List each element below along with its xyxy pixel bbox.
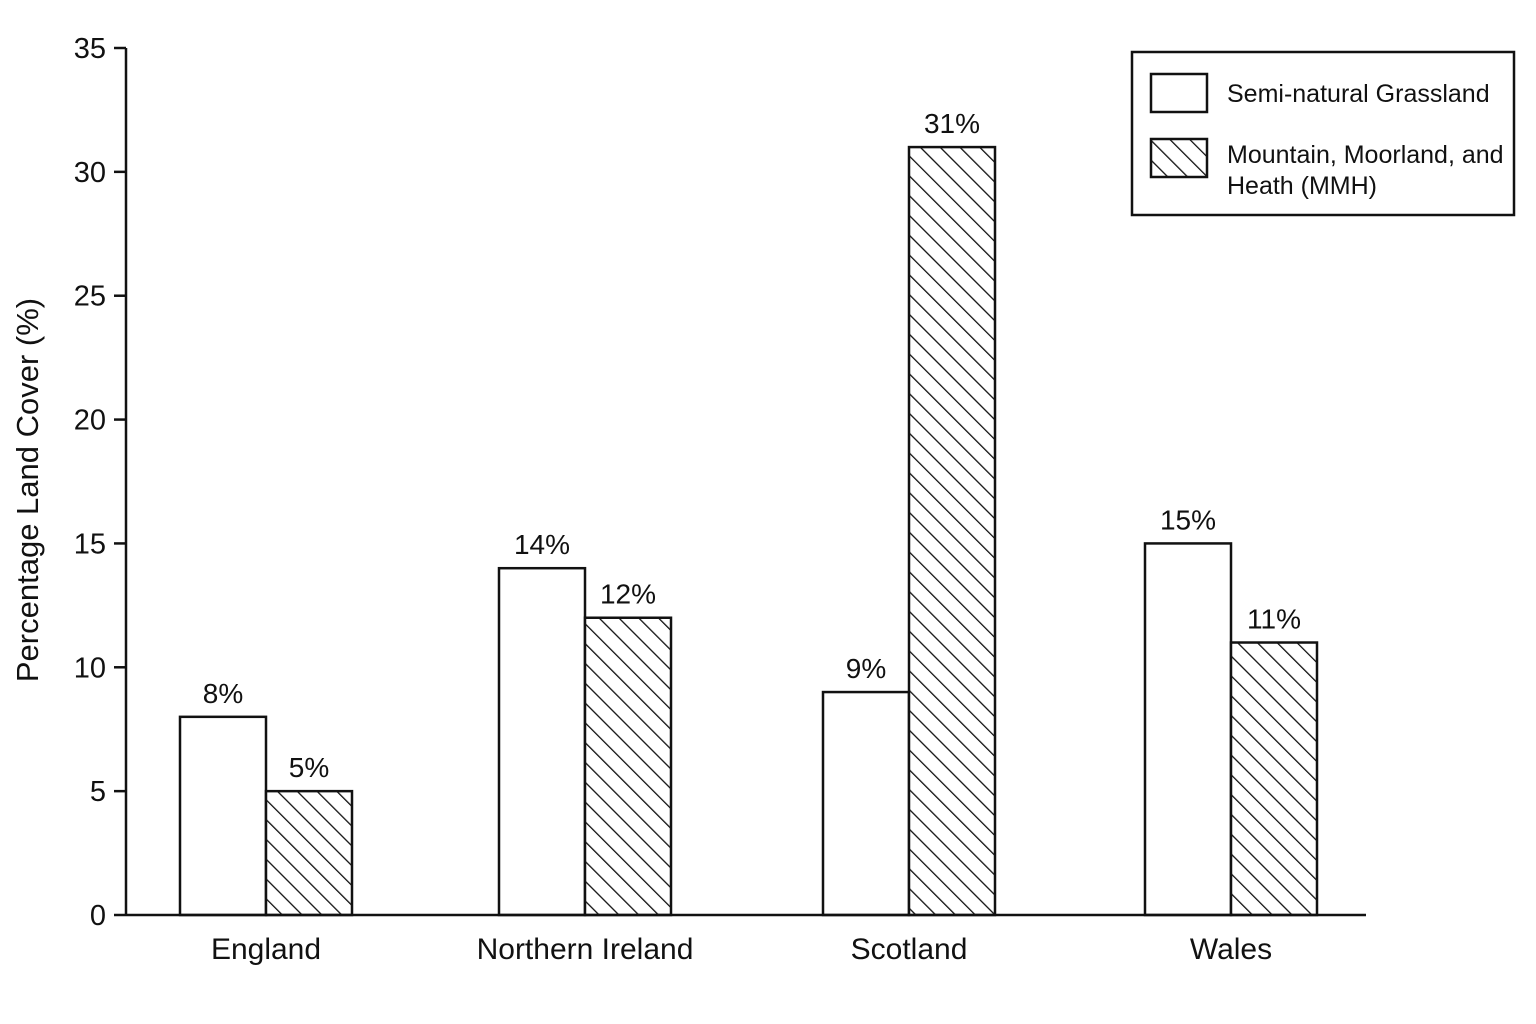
x-category-labels: England Northern Ireland Scotland Wales xyxy=(211,933,1272,966)
legend-label-mmh-line: Mountain, Moorland, and xyxy=(1227,141,1504,169)
data-label: 11% xyxy=(1247,604,1301,635)
y-tick-label: 30 xyxy=(74,157,106,189)
x-category-label: Scotland xyxy=(851,933,968,966)
y-tick-label: 35 xyxy=(74,33,106,65)
y-tick-label: 0 xyxy=(90,900,106,932)
y-tick-label: 25 xyxy=(74,281,106,313)
x-category-label: England xyxy=(211,933,321,966)
legend-items: Semi-natural Grassland Mountain, Moorland… xyxy=(1149,72,1504,200)
legend-box xyxy=(1130,50,1516,217)
y-ticks: 0 5 10 15 20 25 30 35 xyxy=(74,33,126,932)
y-axis: 0 5 10 15 20 25 30 35 xyxy=(74,33,128,932)
y-tick-label: 10 xyxy=(74,652,106,684)
x-category-label: Wales xyxy=(1190,933,1272,966)
x-axis: England Northern Ireland Scotland Wales xyxy=(126,913,1366,966)
data-label: 15% xyxy=(1160,504,1216,535)
y-tick-label: 15 xyxy=(74,528,106,560)
y-axis-title: Percentage Land Cover (%) xyxy=(10,298,45,682)
bar-mmh-england xyxy=(264,789,354,917)
legend-swatch-semi-natural-grassland xyxy=(1149,72,1209,114)
bar-semi-natural-grassland-england xyxy=(178,715,268,917)
bar-mmh-wales xyxy=(1229,641,1319,917)
bar-semi-natural-grassland-scotland xyxy=(821,690,911,917)
bar-semi-natural-grassland-wales xyxy=(1143,542,1233,917)
data-labels-layer: 8% 5% 14% 12% 9% 31% 15% 11% xyxy=(203,108,1301,783)
x-category-label: Northern Ireland xyxy=(477,933,694,966)
data-label: 14% xyxy=(514,529,570,560)
bars-layer xyxy=(178,145,1319,917)
y-tick-label: 20 xyxy=(74,405,106,437)
data-label: 5% xyxy=(289,752,329,783)
legend-label-semi-natural-grassland: Semi-natural Grassland xyxy=(1227,80,1490,108)
legend-label-mmh-line: Heath (MMH) xyxy=(1227,172,1377,200)
data-label: 31% xyxy=(924,108,980,139)
bar-mmh-scotland xyxy=(907,145,997,917)
legend: Semi-natural Grassland Mountain, Moorland… xyxy=(1130,50,1516,217)
y-tick-label: 5 xyxy=(90,776,106,808)
data-label: 12% xyxy=(600,579,656,610)
bar-semi-natural-grassland-northern-ireland xyxy=(497,566,587,917)
legend-swatch-mmh xyxy=(1149,137,1209,179)
data-label: 8% xyxy=(203,678,243,709)
data-label: 9% xyxy=(846,653,886,684)
bar-mmh-northern-ireland xyxy=(583,616,673,917)
